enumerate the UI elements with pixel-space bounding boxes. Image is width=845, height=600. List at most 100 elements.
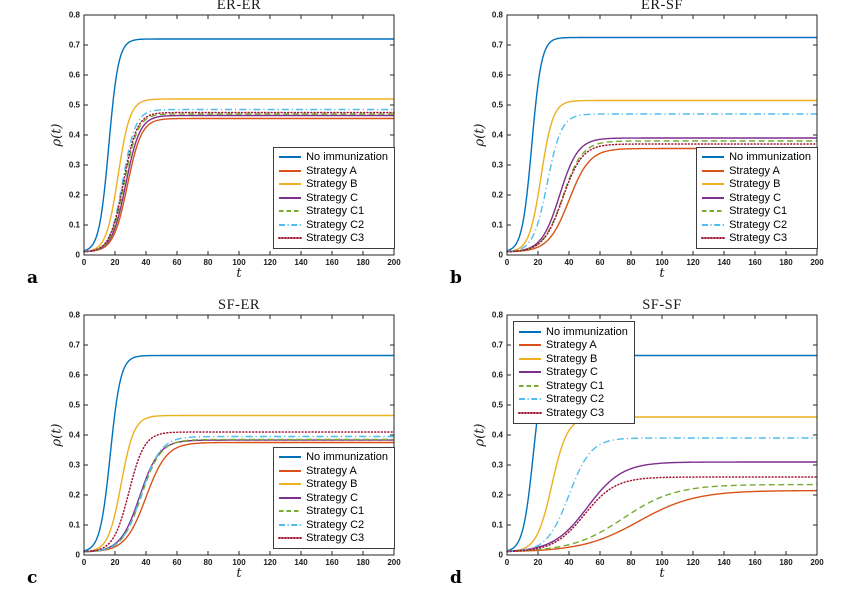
y-tick-label: 0.4 — [69, 131, 81, 140]
y-tick-label: 0.6 — [492, 371, 504, 380]
legend-line-sample-dotted — [701, 237, 726, 240]
panel-letter: b — [450, 268, 462, 288]
x-tick-label: 100 — [232, 258, 246, 267]
legend-line-sample-dotted — [278, 237, 303, 240]
series-line-strategy-c — [506, 137, 817, 253]
x-tick-label: 100 — [232, 558, 246, 567]
series-line-strategy-c — [506, 461, 817, 552]
legend-label: Strategy B — [306, 178, 358, 191]
x-tick-label: 180 — [356, 258, 370, 267]
legend-item-strategy-c1: Strategy C1 — [518, 379, 628, 393]
y-tick-label: 0.7 — [492, 41, 504, 50]
legend-label: Strategy C1 — [306, 205, 365, 218]
legend-line-sample-solid — [279, 456, 302, 459]
y-tick-label: 0.1 — [492, 521, 504, 530]
x-axis-label: t — [236, 566, 242, 581]
x-tick-label: 140 — [294, 258, 308, 267]
panel-letter: d — [450, 568, 462, 588]
x-tick-label: 20 — [111, 558, 120, 567]
series-line-no-immunization — [83, 38, 394, 252]
legend-line-sample-dashdot — [279, 523, 302, 526]
x-tick-label: 20 — [534, 558, 543, 567]
panel-sf-er: 0 20 40 60 80 100 120 140 160 180 200 0 0.1 0.2 0.3 0.4… — [0, 297, 422, 600]
series-line-strategy-b — [506, 99, 817, 253]
legend-line-sample-dashdot — [519, 398, 541, 401]
legend-line-sample-dashed — [279, 210, 302, 213]
y-tick-label: 0.2 — [492, 191, 504, 200]
series-line-strategy-c2 — [83, 435, 394, 553]
x-tick-label: 120 — [686, 258, 700, 267]
legend-item-strategy-a: Strategy A — [278, 464, 388, 478]
legend-label: No immunization — [306, 151, 388, 164]
series-line-strategy-c2 — [506, 437, 817, 553]
chart-legend: No immunization Strategy A Strategy B Strat… — [513, 321, 635, 424]
legend-item-strategy-a: Strategy A — [278, 164, 388, 178]
x-tick-label: 80 — [627, 258, 636, 267]
legend-line-sample-dashed — [702, 210, 725, 213]
x-tick-label: 140 — [294, 558, 308, 567]
legend-item-no-immunization: No immunization — [278, 451, 388, 465]
chart-title: SF-ER — [218, 297, 260, 313]
x-tick-label: 80 — [627, 558, 636, 567]
series-line-strategy-c2 — [83, 108, 394, 253]
panel-er-sf: 0 20 40 60 80 100 120 140 160 180 200 0 0.1 0.2 0.3 0.4… — [423, 0, 845, 300]
legend-label: Strategy C — [306, 191, 359, 204]
y-tick-label: 0.2 — [492, 491, 504, 500]
x-tick-label: 160 — [325, 558, 339, 567]
legend-line-sample-dashed — [519, 384, 541, 387]
legend-item-strategy-b: Strategy B — [518, 352, 628, 366]
series-line-strategy-c — [83, 114, 394, 253]
y-tick-label: 0 — [499, 551, 504, 560]
x-tick-label: 160 — [325, 258, 339, 267]
legend-label: No immunization — [306, 451, 388, 464]
x-axis-label: t — [236, 266, 242, 281]
y-tick-label: 0.6 — [69, 71, 81, 80]
legend-line-sample-solid — [519, 330, 541, 333]
legend-line-sample-dashdot — [279, 223, 302, 226]
legend-item-strategy-c: Strategy C — [278, 491, 388, 505]
y-tick-label: 0.5 — [492, 101, 504, 110]
legend-line-sample-dashdot — [702, 223, 725, 226]
legend-line-sample-solid — [519, 357, 541, 360]
legend-label: Strategy C3 — [306, 532, 365, 545]
legend-line-sample-solid — [279, 156, 302, 159]
y-tick-label: 0 — [76, 251, 81, 260]
x-tick-label: 60 — [596, 558, 605, 567]
x-tick-label: 80 — [204, 558, 213, 567]
panel-letter: a — [27, 268, 39, 288]
y-axis-label: ρ(t) — [472, 123, 488, 147]
legend-label: Strategy A — [306, 164, 357, 177]
y-tick-label: 0.1 — [492, 221, 504, 230]
y-tick-label: 0.6 — [492, 71, 504, 80]
y-tick-label: 0.5 — [69, 401, 81, 410]
y-tick-label: 0.8 — [69, 311, 81, 320]
x-tick-label: 40 — [565, 258, 574, 267]
legend-item-strategy-c1: Strategy C1 — [701, 205, 811, 219]
series-line-strategy-c3 — [506, 143, 818, 253]
chart-legend: No immunization Strategy A Strategy B Strat… — [696, 146, 818, 249]
legend-item-no-immunization: No immunization — [278, 151, 388, 165]
legend-line-sample-dotted — [518, 411, 542, 414]
chart-title: ER-SF — [641, 0, 683, 13]
series-line-strategy-a — [83, 441, 394, 553]
x-tick-label: 60 — [596, 258, 605, 267]
y-tick-label: 0.1 — [69, 221, 81, 230]
series-line-no-immunization — [83, 354, 394, 552]
series-line-strategy-c3 — [83, 431, 395, 553]
series-line-strategy-b — [83, 98, 394, 253]
legend-line-sample-dashed — [279, 510, 302, 513]
x-tick-label: 180 — [779, 258, 793, 267]
legend-item-strategy-c3: Strategy C3 — [278, 532, 388, 546]
legend-label: Strategy B — [546, 352, 598, 365]
y-tick-label: 0 — [499, 251, 504, 260]
legend-line-sample-solid — [702, 196, 725, 199]
x-tick-label: 20 — [111, 258, 120, 267]
y-tick-label: 0.3 — [492, 461, 504, 470]
chart-er-sf: 0 20 40 60 80 100 120 140 160 180 200 0 0.1 0.2 0.3 0.4… — [492, 11, 824, 267]
legend-line-sample-dotted — [278, 537, 303, 540]
x-tick-label: 140 — [717, 558, 731, 567]
x-tick-label: 60 — [173, 258, 182, 267]
x-tick-label: 120 — [686, 558, 700, 567]
legend-item-strategy-c1: Strategy C1 — [278, 505, 388, 519]
